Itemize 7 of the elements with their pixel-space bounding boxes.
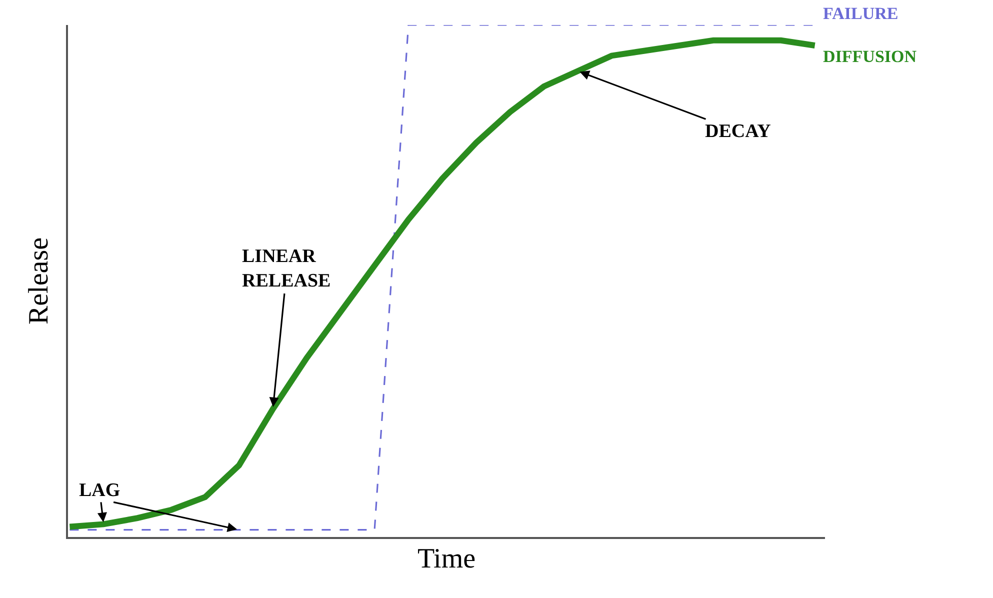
series-label: DIFFUSION [823,47,918,66]
annotation: DECAY [705,121,772,142]
x-axis-title: Time [417,543,476,574]
y-axis-title: Release [23,237,54,325]
annotation: LINEAR RELEASE [242,246,331,292]
series-label: FAILURE [823,4,898,23]
annotation: LAG [79,480,120,501]
